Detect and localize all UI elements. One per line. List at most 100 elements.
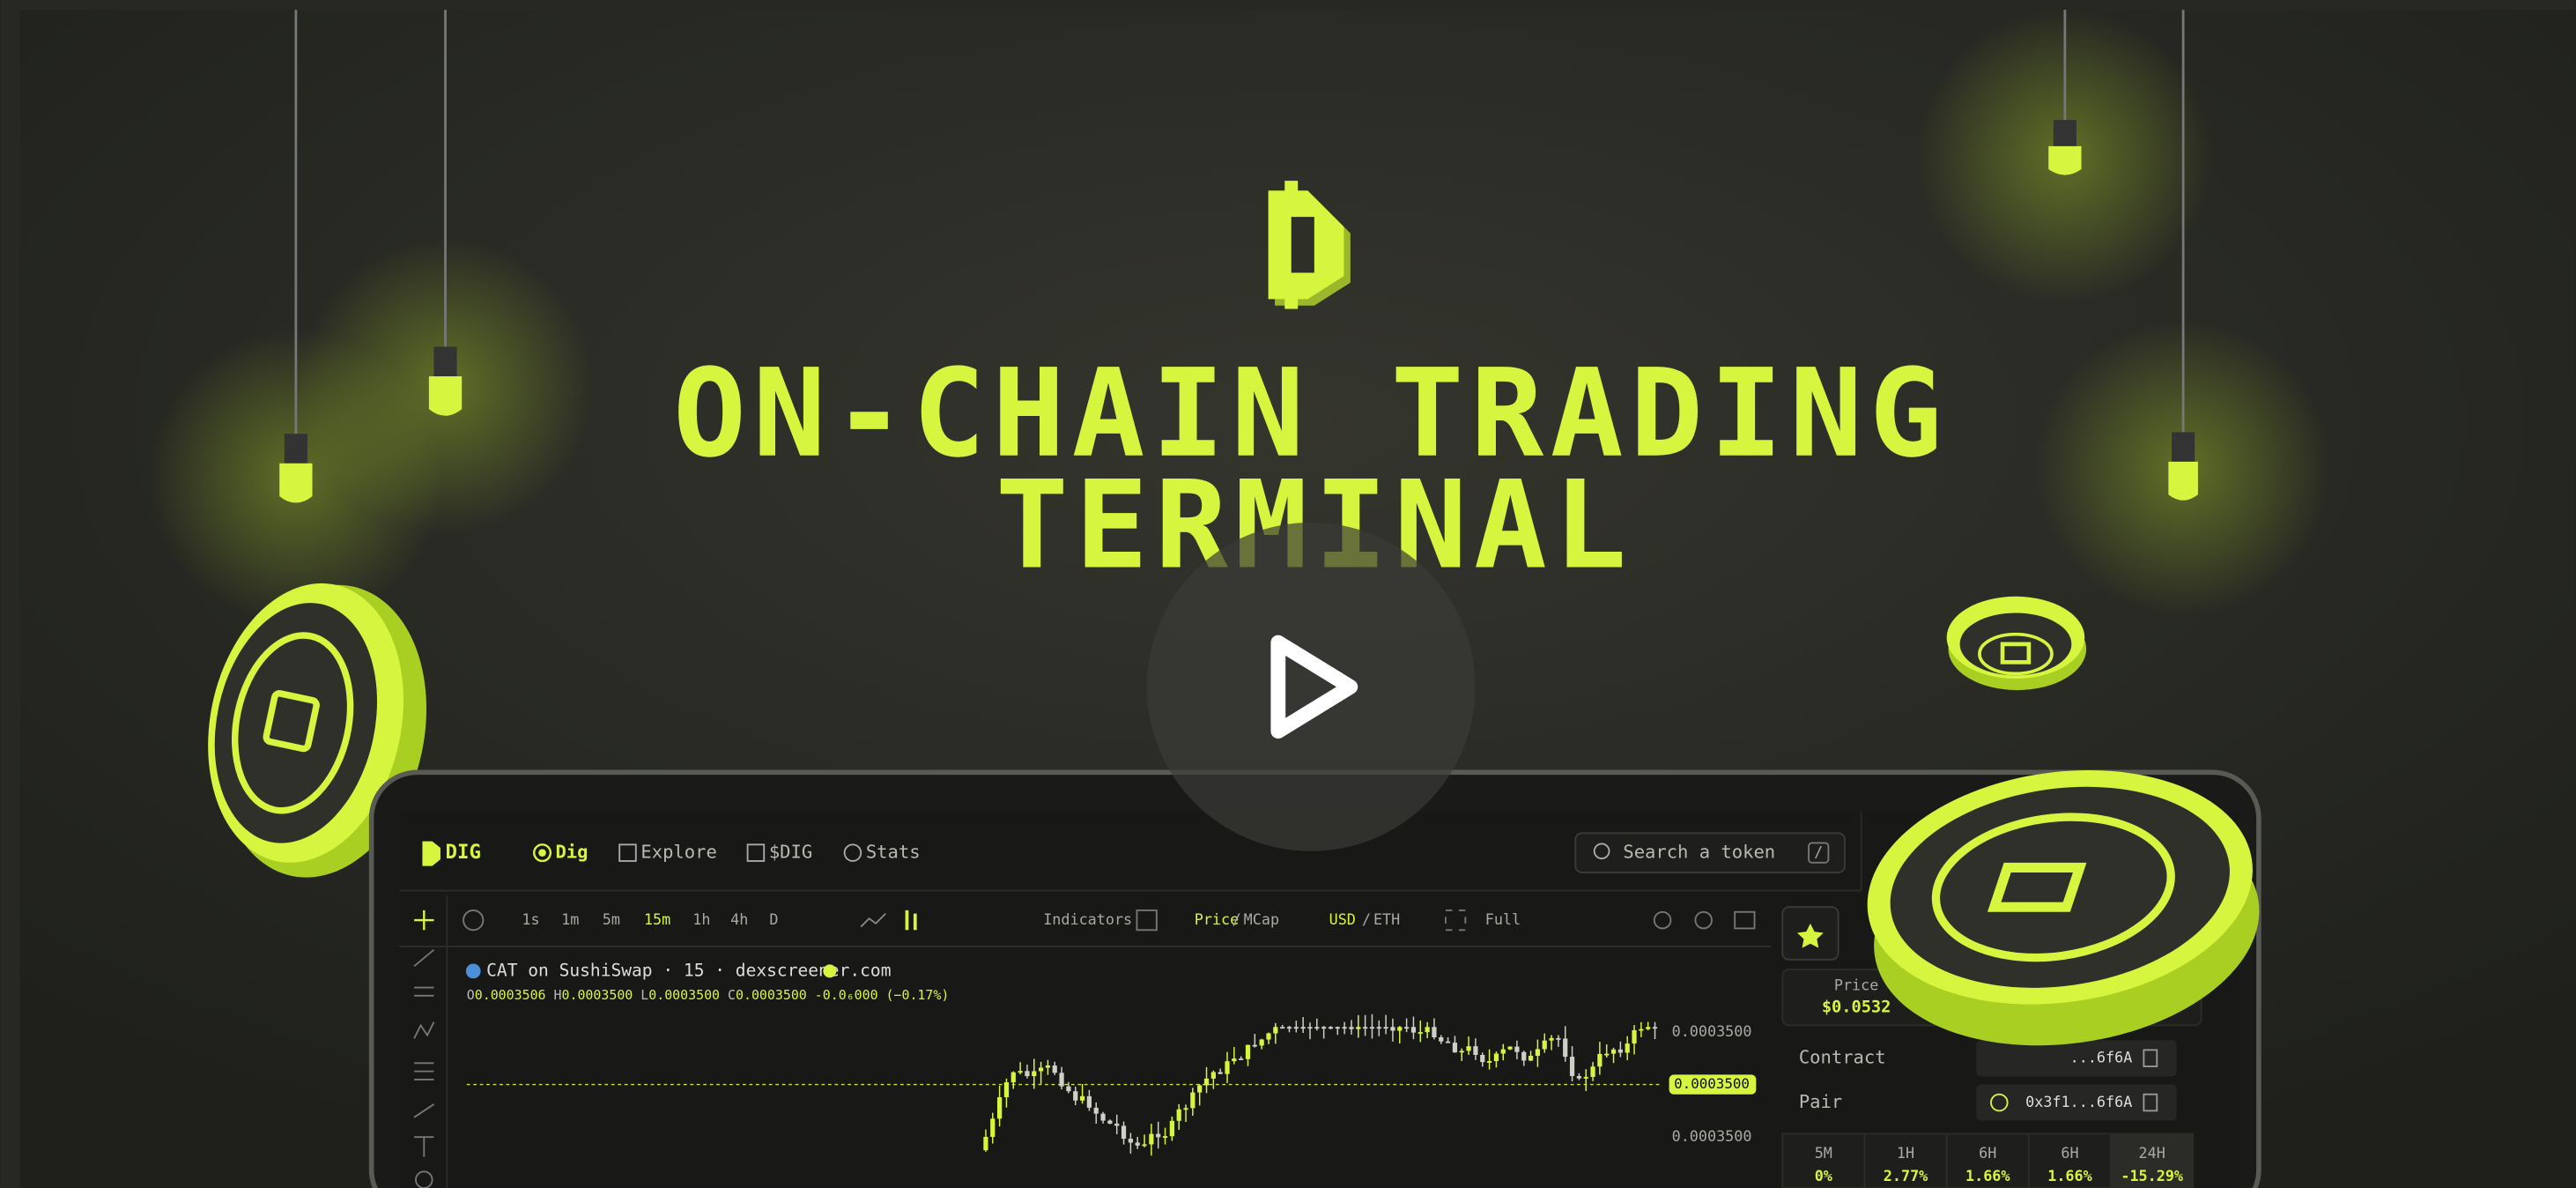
ohlc-value: 0.0003506 bbox=[475, 987, 546, 1003]
ohlc-line: O0.0003506 H0.0003500 L0.0003500 C0.0003… bbox=[467, 987, 950, 1003]
candle-body bbox=[1239, 1058, 1243, 1060]
candle-body bbox=[1521, 1052, 1526, 1061]
candle-body bbox=[1253, 1045, 1257, 1047]
candle-body bbox=[990, 1118, 995, 1137]
lamp-bulb bbox=[279, 464, 312, 503]
candle-body bbox=[1625, 1043, 1630, 1052]
candle-body bbox=[1577, 1076, 1581, 1079]
ohlc-key: L bbox=[640, 987, 648, 1003]
interval-active[interactable]: 15m bbox=[644, 910, 670, 928]
play-button[interactable] bbox=[1147, 523, 1476, 851]
period-value: 1.66% bbox=[2047, 1167, 2091, 1184]
candle-body bbox=[1487, 1061, 1492, 1063]
live-dot bbox=[823, 964, 836, 977]
candle-body bbox=[1004, 1082, 1009, 1097]
candle-body bbox=[1129, 1139, 1133, 1142]
candle-body bbox=[1260, 1040, 1264, 1046]
lamp-bulb bbox=[2048, 146, 2081, 175]
candle-body bbox=[1018, 1071, 1022, 1073]
contract-value: ...6f6A bbox=[2070, 1049, 2133, 1066]
candle-body bbox=[1507, 1047, 1512, 1050]
nav-item[interactable]: $DIG bbox=[769, 842, 812, 863]
nav-item[interactable]: Explore bbox=[640, 842, 716, 863]
candle-body bbox=[1066, 1087, 1070, 1092]
ohlc-value: 0.0003500 bbox=[648, 987, 720, 1003]
search-placeholder: Search a token bbox=[1623, 842, 1775, 863]
candle-body bbox=[1080, 1096, 1084, 1101]
candle-body bbox=[1390, 1027, 1395, 1030]
mcap-toggle[interactable]: MCap bbox=[1244, 910, 1279, 928]
candle-body bbox=[1094, 1108, 1099, 1114]
period-label: 6H bbox=[2061, 1144, 2078, 1162]
period-value: 2.77% bbox=[1884, 1167, 1928, 1184]
candle-body bbox=[1514, 1047, 1519, 1052]
candle-body bbox=[1349, 1027, 1353, 1028]
candle-body bbox=[1646, 1027, 1650, 1028]
candle-body bbox=[1439, 1037, 1443, 1042]
candle-body bbox=[1494, 1053, 1499, 1061]
candle-body bbox=[1377, 1027, 1381, 1028]
interval[interactable]: D bbox=[769, 910, 778, 928]
usd-toggle[interactable]: USD bbox=[1329, 910, 1356, 928]
candle-body bbox=[1204, 1079, 1209, 1086]
candle-body bbox=[1032, 1071, 1036, 1076]
candle-body bbox=[1460, 1051, 1464, 1052]
nav-item[interactable]: Dig bbox=[555, 842, 588, 863]
candle-body bbox=[1397, 1027, 1402, 1030]
candle-body bbox=[1301, 1027, 1306, 1028]
candle-body bbox=[1163, 1136, 1167, 1138]
candle-body bbox=[1529, 1056, 1533, 1060]
price-axis-label: 0.0003500 bbox=[1672, 1022, 1752, 1040]
candle-body bbox=[1618, 1050, 1623, 1053]
full-button[interactable]: Full bbox=[1485, 910, 1521, 928]
pair-value: 0x3f1...6f6A bbox=[2025, 1093, 2132, 1110]
candle-body bbox=[1266, 1034, 1270, 1040]
candle-body bbox=[1653, 1027, 1657, 1028]
candle-body bbox=[1570, 1057, 1574, 1076]
period-value: -15.29% bbox=[2121, 1167, 2183, 1184]
price-axis-label: 0.0003500 bbox=[1674, 1075, 1750, 1092]
interval[interactable]: 4h bbox=[730, 910, 748, 928]
candle-body bbox=[1597, 1054, 1602, 1066]
candle-body bbox=[1411, 1027, 1416, 1032]
candle-body bbox=[1197, 1086, 1202, 1093]
candle-body bbox=[1584, 1077, 1588, 1079]
body: ON-CHAIN TRADING TERMINAL DIG Dig Explor… bbox=[0, 0, 2576, 1188]
candle-body bbox=[1473, 1046, 1477, 1055]
candle-body bbox=[1121, 1125, 1126, 1139]
ohlc-key: H bbox=[554, 987, 562, 1003]
candle-body bbox=[1170, 1121, 1174, 1136]
token-icon bbox=[466, 964, 481, 979]
ohlc-change: -0.0₆000 (−0.17%) bbox=[815, 987, 950, 1003]
candle-body bbox=[1356, 1027, 1360, 1028]
candle-body bbox=[1211, 1072, 1216, 1078]
candle-body bbox=[1549, 1038, 1553, 1041]
candle-body bbox=[1142, 1144, 1146, 1146]
lamp-bulb bbox=[429, 376, 462, 416]
candle-body bbox=[1543, 1041, 1547, 1050]
ohlc-key: C bbox=[728, 987, 736, 1003]
price-axis-label: 0.0003500 bbox=[1672, 1127, 1752, 1145]
separator: / bbox=[1362, 910, 1371, 928]
interval[interactable]: 1s bbox=[522, 910, 539, 928]
candle-body bbox=[1563, 1038, 1567, 1057]
candle-body bbox=[1453, 1043, 1457, 1052]
interval[interactable]: 1h bbox=[692, 910, 710, 928]
pair-label: Pair bbox=[1799, 1091, 1842, 1112]
candle-body bbox=[1218, 1072, 1223, 1073]
nav-item[interactable]: Stats bbox=[866, 842, 921, 863]
ohlc-value: 0.0003500 bbox=[562, 987, 633, 1003]
candle-body bbox=[997, 1097, 1002, 1118]
period-label: 6H bbox=[1979, 1144, 1996, 1162]
candle-body bbox=[1156, 1134, 1160, 1138]
candle-body bbox=[1039, 1067, 1043, 1071]
period-label: 24H bbox=[2139, 1144, 2165, 1162]
play-circle[interactable] bbox=[1147, 523, 1476, 851]
interval[interactable]: 5m bbox=[603, 910, 620, 928]
candle-body bbox=[1418, 1032, 1423, 1034]
interval[interactable]: 1m bbox=[561, 910, 579, 928]
candle-body bbox=[1329, 1027, 1333, 1028]
indicators-button[interactable]: Indicators bbox=[1043, 910, 1132, 928]
eth-toggle[interactable]: ETH bbox=[1373, 910, 1400, 928]
candle-body bbox=[1590, 1066, 1595, 1077]
